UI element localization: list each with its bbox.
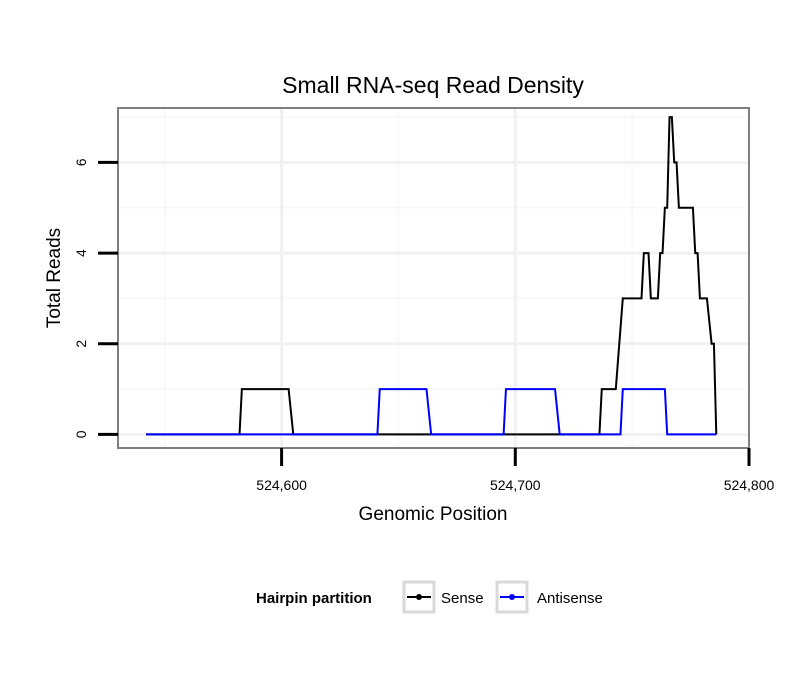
x-axis: 524,600 524,700 524,800 [256, 448, 775, 493]
y-tick-label-2: 4 [73, 249, 89, 257]
series-line-sense [146, 116, 718, 436]
y-tick-label-3: 6 [73, 158, 89, 166]
chart-title: Small RNA-seq Read Density [282, 72, 584, 98]
x-tick-label-0: 524,600 [256, 477, 307, 493]
x-tick-label-2: 524,800 [724, 477, 775, 493]
grid [118, 108, 749, 448]
legend-title: Hairpin partition [256, 590, 372, 607]
y-axis-title: Total Reads [44, 228, 65, 328]
legend-dot-sense [416, 594, 422, 600]
series-line-antisense [146, 388, 717, 436]
legend-label-sense: Sense [441, 590, 484, 607]
legend-item-sense: Sense [402, 580, 484, 614]
legend-item-antisense: Antisense [495, 580, 603, 614]
y-tick-label-1: 2 [73, 340, 89, 348]
series-layer [146, 116, 718, 436]
legend-label-antisense: Antisense [537, 590, 603, 607]
y-axis: 0 2 4 6 [73, 158, 118, 438]
y-tick-label-0: 0 [73, 430, 89, 438]
panel-border [117, 107, 750, 449]
x-axis-title: Genomic Position [359, 504, 508, 525]
legend-dot-antisense [509, 594, 515, 600]
x-tick-label-1: 524,700 [490, 477, 541, 493]
legend: Hairpin partition Sense Antisense [256, 580, 603, 614]
